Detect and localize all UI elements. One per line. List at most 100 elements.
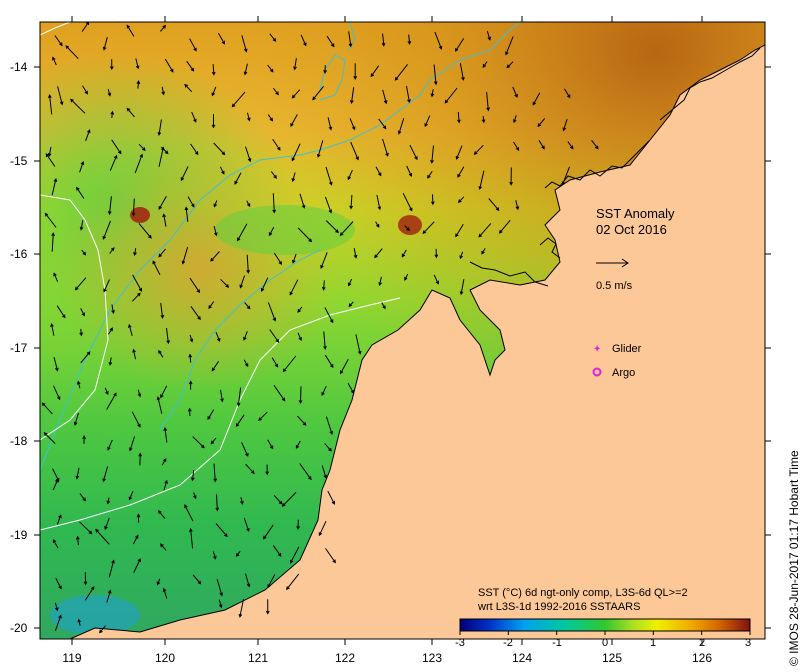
current-vector-arrow [459, 63, 465, 81]
current-vector-arrow [406, 165, 413, 177]
current-vector-arrow [324, 354, 334, 369]
current-vector-arrow [82, 85, 88, 95]
current-vector-arrow [512, 86, 518, 98]
current-vector-arrow [56, 305, 66, 319]
current-vector-arrow [430, 145, 434, 164]
current-vector-arrow [325, 220, 339, 234]
current-vector-arrow [213, 225, 218, 237]
current-vector-arrow [537, 118, 546, 128]
current-vector-arrow [459, 251, 464, 260]
current-vector-arrow [292, 253, 297, 264]
current-vector-arrow [273, 385, 286, 402]
current-vector-arrow [323, 65, 327, 74]
lon-tick-label: 121 [248, 651, 268, 665]
current-vector-arrow [430, 89, 435, 98]
current-vector-arrow [513, 141, 520, 152]
current-vector-arrow [286, 573, 300, 591]
hot-spot [130, 207, 150, 223]
current-vector-arrow [48, 94, 53, 115]
latitude-axis: -14 -15 -16 -17 -18 -19 -20 [10, 60, 28, 635]
current-vector-arrow [267, 439, 274, 450]
current-vector-arrow [53, 385, 61, 401]
platform-legend: ✦ Glider Argo [592, 343, 642, 379]
current-vector-arrow [378, 118, 387, 130]
current-vector-arrow [297, 415, 307, 426]
tick-marks [34, 16, 771, 645]
current-vector-arrow [433, 274, 439, 285]
current-vector-arrow [74, 277, 87, 291]
current-vector-arrow [57, 86, 64, 106]
current-vector-arrow [348, 301, 354, 308]
current-vector-arrow [187, 407, 192, 417]
current-vector-arrow [180, 166, 189, 182]
current-vector-arrow [272, 138, 281, 151]
current-vector-arrow [134, 153, 143, 174]
current-vector-arrow [131, 411, 141, 428]
current-vector-arrow [73, 412, 79, 426]
current-vector-arrow [347, 278, 353, 287]
current-vector-arrow [430, 194, 435, 206]
current-vector-arrow [273, 252, 282, 265]
current-vector-arrow [234, 172, 242, 185]
current-vector-arrow [189, 527, 194, 549]
current-vector-arrow [267, 64, 274, 73]
current-vector-arrow [208, 301, 215, 310]
current-vector-arrow [348, 31, 353, 48]
current-vector-arrow [532, 92, 541, 106]
colorbar: SST (°C) 6d ngt-only comp, L3S-6d QL>=2 … [455, 587, 751, 649]
current-vector-arrow [213, 200, 218, 208]
current-vector-arrow [126, 107, 135, 118]
current-vector-arrow [83, 572, 88, 586]
current-vector-arrow [237, 223, 248, 242]
current-vector-arrow [267, 114, 274, 122]
current-vector-arrow [53, 356, 59, 372]
current-vector-arrow [563, 88, 571, 99]
current-vector-arrow [293, 58, 297, 71]
current-vector-arrow [297, 332, 302, 342]
current-vector-arrow [478, 223, 492, 238]
colorbar-tick-label: -2 [503, 637, 513, 649]
current-vector-arrow [157, 119, 162, 137]
current-vector-arrow [239, 275, 246, 289]
current-vector-arrow [404, 225, 411, 232]
current-vector-arrow [297, 227, 313, 243]
current-vector-arrow [54, 614, 62, 631]
current-vector-arrow [193, 492, 197, 500]
current-vector-arrow [188, 380, 193, 390]
current-vector-arrow [455, 224, 464, 238]
current-vector-arrow [231, 91, 246, 108]
current-vector-arrow [79, 328, 84, 337]
current-vector-arrow [220, 389, 224, 403]
current-vector-arrow [299, 193, 306, 209]
current-vector-arrow [136, 513, 141, 523]
current-vector-arrow [513, 115, 517, 124]
current-vector-arrow [515, 200, 520, 211]
current-vector-arrow [271, 357, 279, 368]
current-vector-arrow [327, 117, 333, 131]
current-vector-arrow [163, 426, 168, 443]
current-vector-arrow [240, 497, 244, 505]
current-vector-arrow [269, 329, 280, 343]
current-vector-arrow [79, 521, 93, 535]
current-vector-arrow [80, 308, 85, 317]
current-vectors [41, 22, 599, 634]
current-vector-arrow [317, 140, 324, 158]
map-frame [39, 21, 766, 640]
colorbar-tick-label: 0 [602, 637, 608, 649]
current-vector-arrow [43, 432, 56, 444]
current-vector-arrow [158, 146, 165, 167]
current-vector-arrow [407, 34, 412, 45]
current-vector-arrow [107, 88, 112, 97]
colorbar-ticks [459, 631, 751, 635]
current-vector-arrow [220, 278, 230, 288]
current-vector-arrow [156, 396, 163, 414]
current-vector-arrow [129, 436, 135, 452]
current-vector-arrow [478, 170, 485, 191]
current-vector-arrow [55, 577, 62, 590]
current-vector-arrow [131, 198, 136, 217]
current-vector-arrow [186, 60, 195, 72]
current-vector-arrow [268, 226, 275, 237]
current-vector-arrow [160, 24, 167, 32]
current-vector-arrow [54, 35, 63, 47]
current-vector-arrow [434, 248, 439, 259]
